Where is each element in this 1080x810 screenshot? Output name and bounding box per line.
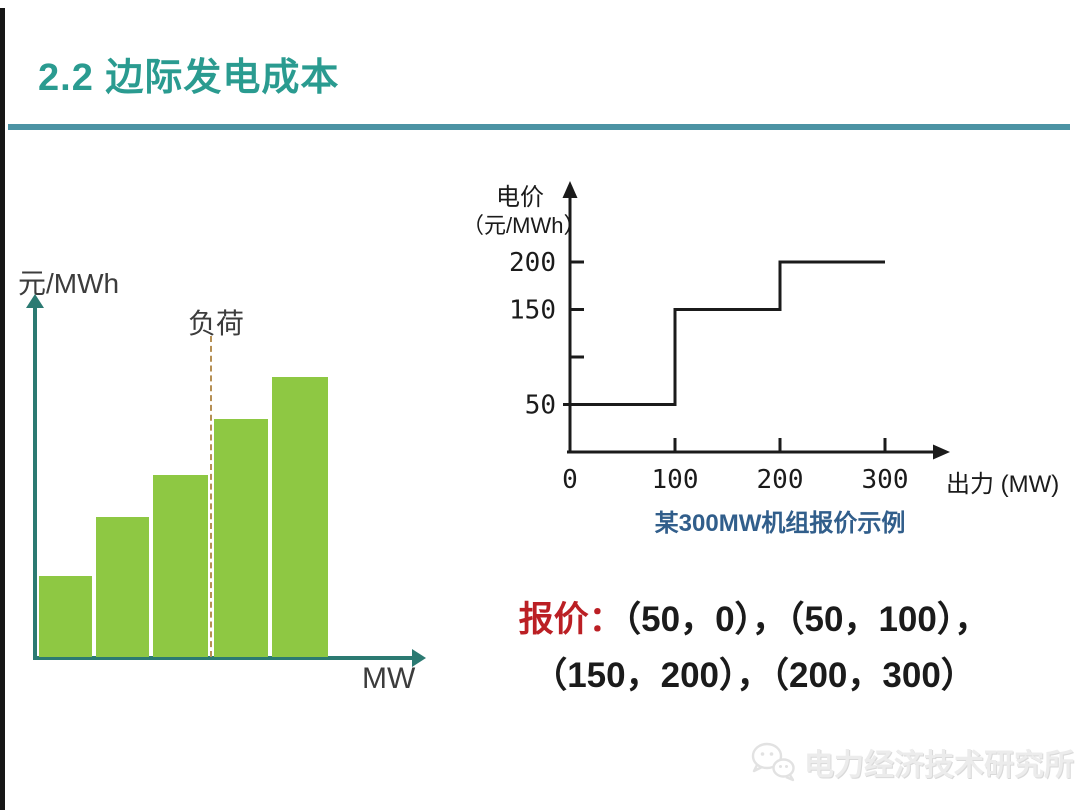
bar-unit-3 [153, 475, 208, 657]
step-chart-caption: 某300MW机组报价示例 [654, 510, 906, 537]
load-annotation-label: 负荷 [188, 308, 245, 339]
bid-step-line [570, 260, 885, 406]
step-x-tick-label: 100 [652, 465, 699, 495]
step-y-tick-label: 200 [509, 248, 556, 278]
step-chart-y-axis-label-line2: （元/MWh） [462, 213, 586, 238]
bar-unit-1 [39, 576, 92, 657]
bid-quote-line2: （150，200），（200，300） [532, 656, 976, 695]
wechat-bubbles-icon [751, 742, 795, 782]
watermark: 电力经济技术研究所 [750, 740, 1074, 784]
bar-unit-4 [214, 419, 268, 657]
load-dashed-line [210, 336, 212, 657]
bar-unit-2 [96, 517, 149, 657]
left-edge-stripe [0, 8, 5, 810]
step-x-tick-label: 200 [757, 465, 804, 495]
step-y-tick-label: 150 [509, 296, 556, 326]
bid-quote-line1: （50，0），（50，100）， [623, 600, 990, 639]
bar-chart-x-axis [33, 656, 415, 660]
bar-unit-5 [272, 377, 328, 657]
bar-chart-x-axis-label: MW [362, 662, 416, 695]
marginal-cost-bar-chart: 元/MWh 负荷 MW [0, 250, 445, 720]
watermark-text: 电力经济技术研究所 [804, 749, 1074, 782]
bar-chart-y-axis-arrow-icon [26, 294, 44, 308]
step-chart-y-axis-label: 电价 （元/MWh） [462, 184, 586, 240]
step-x-axis-arrow-icon [933, 444, 950, 460]
step-x-tick-label: 300 [862, 465, 909, 495]
step-y-tick-label: 50 [525, 391, 556, 421]
bar-chart-y-axis-label: 元/MWh [18, 268, 120, 299]
step-chart-x-axis-label: 出力 (MW) [946, 471, 1060, 498]
step-chart-y-axis-label-line1: 电价 [496, 184, 544, 211]
bar-chart-x-axis-arrow-icon [412, 649, 426, 667]
title-divider [8, 124, 1070, 130]
bid-quote-text: 报价：（50，0），（50，100）， （150，200），（200，300） [430, 592, 1078, 704]
step-x-tick-label: 0 [562, 465, 578, 495]
page-title: 2.2 边际发电成本 [38, 57, 340, 99]
bar-chart-y-axis [33, 306, 37, 660]
step-y-axis-arrow-icon [562, 181, 578, 198]
bid-quote-label: 报价： [518, 600, 624, 639]
step-chart-svg: 50 150 200 0 100 200 300 [509, 181, 950, 495]
